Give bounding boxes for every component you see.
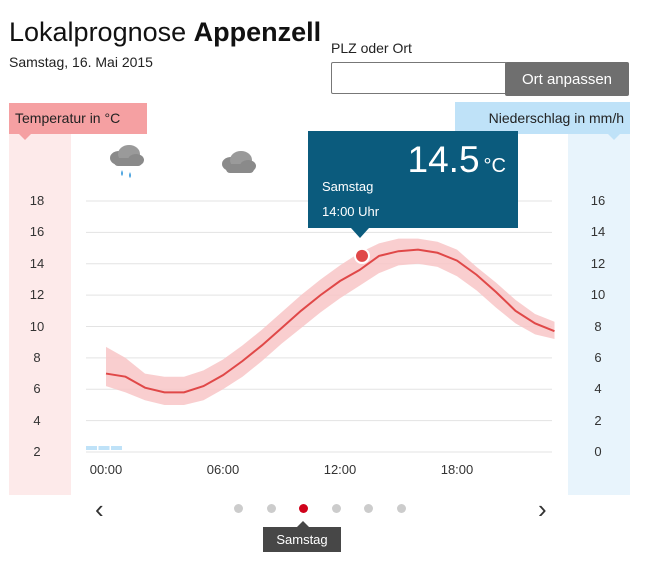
- plz-input[interactable]: [331, 62, 507, 94]
- title-place: Appenzell: [193, 17, 322, 47]
- plz-label: PLZ oder Ort: [331, 40, 412, 56]
- precip-bar: [86, 446, 97, 450]
- tooltip-time: 14:00 Uhr: [322, 204, 380, 219]
- next-arrow-icon[interactable]: ›: [538, 494, 547, 524]
- y-left-tick: 4: [33, 412, 41, 428]
- title-prefix: Lokalprognose: [9, 17, 187, 47]
- carousel-dot[interactable]: [396, 504, 406, 513]
- y-left-tick: 10: [29, 318, 45, 334]
- y-right-tick: 2: [594, 412, 602, 428]
- highlight-point[interactable]: [354, 247, 370, 264]
- tooltip-unit: °C: [483, 155, 506, 177]
- carousel-dot[interactable]: [331, 504, 341, 513]
- y-right-tick: 0: [594, 444, 602, 459]
- x-tick: 06:00: [206, 462, 240, 477]
- cloud-rain-icon: [110, 145, 144, 178]
- value-tooltip: 14.5 °C Samstag 14:00 Uhr: [308, 131, 518, 238]
- y-left-tick: 6: [33, 381, 41, 397]
- prev-arrow-icon[interactable]: ‹: [95, 494, 104, 524]
- y-left-tick: 14: [29, 255, 45, 271]
- temperature-axis-band: [9, 134, 71, 495]
- adjust-location-button[interactable]: Ort anpassen: [505, 62, 629, 96]
- page-title: Lokalprognose Appenzell: [9, 14, 321, 50]
- y-right-tick: 10: [590, 287, 606, 303]
- y-left-tick: 12: [29, 287, 45, 303]
- carousel-day-label: Samstag: [263, 521, 341, 552]
- tooltip-temperature: 14.5: [407, 139, 480, 180]
- forecast-date: Samstag, 16. Mai 2015: [9, 54, 153, 70]
- y-right-tick: 12: [590, 255, 606, 271]
- y-right-tick: 16: [590, 193, 606, 208]
- precipitation-axis-band: [568, 134, 630, 495]
- tooltip-value: 14.5 °C: [408, 139, 506, 181]
- carousel-dot[interactable]: [299, 504, 308, 513]
- precip-bar: [111, 446, 122, 450]
- y-right-tick: 14: [590, 224, 606, 240]
- y-left-tick: 8: [33, 349, 41, 365]
- y-right-tick: 4: [594, 381, 602, 397]
- y-left-tick: 18: [29, 193, 45, 208]
- temperature-line: [105, 248, 555, 394]
- x-tick: 00:00: [89, 462, 123, 477]
- x-tick: 12:00: [323, 462, 357, 477]
- temperature-legend: Temperatur in °C: [9, 103, 147, 140]
- precipitation-legend: Niederschlag in mm/h: [455, 102, 630, 140]
- carousel-dot[interactable]: [364, 504, 373, 513]
- carousel-dot[interactable]: [234, 504, 243, 513]
- carousel-dot[interactable]: [266, 504, 276, 513]
- y-left-tick: 2: [33, 444, 41, 459]
- temperature-range-band: [106, 238, 555, 405]
- cloud-icon: [222, 151, 256, 173]
- y-left-tick: 16: [29, 224, 45, 240]
- y-right-tick: 6: [594, 349, 602, 365]
- precip-bar: [98, 446, 110, 450]
- x-tick: 18:00: [440, 462, 474, 477]
- tooltip-day: Samstag: [322, 179, 374, 194]
- y-right-tick: 8: [594, 318, 602, 334]
